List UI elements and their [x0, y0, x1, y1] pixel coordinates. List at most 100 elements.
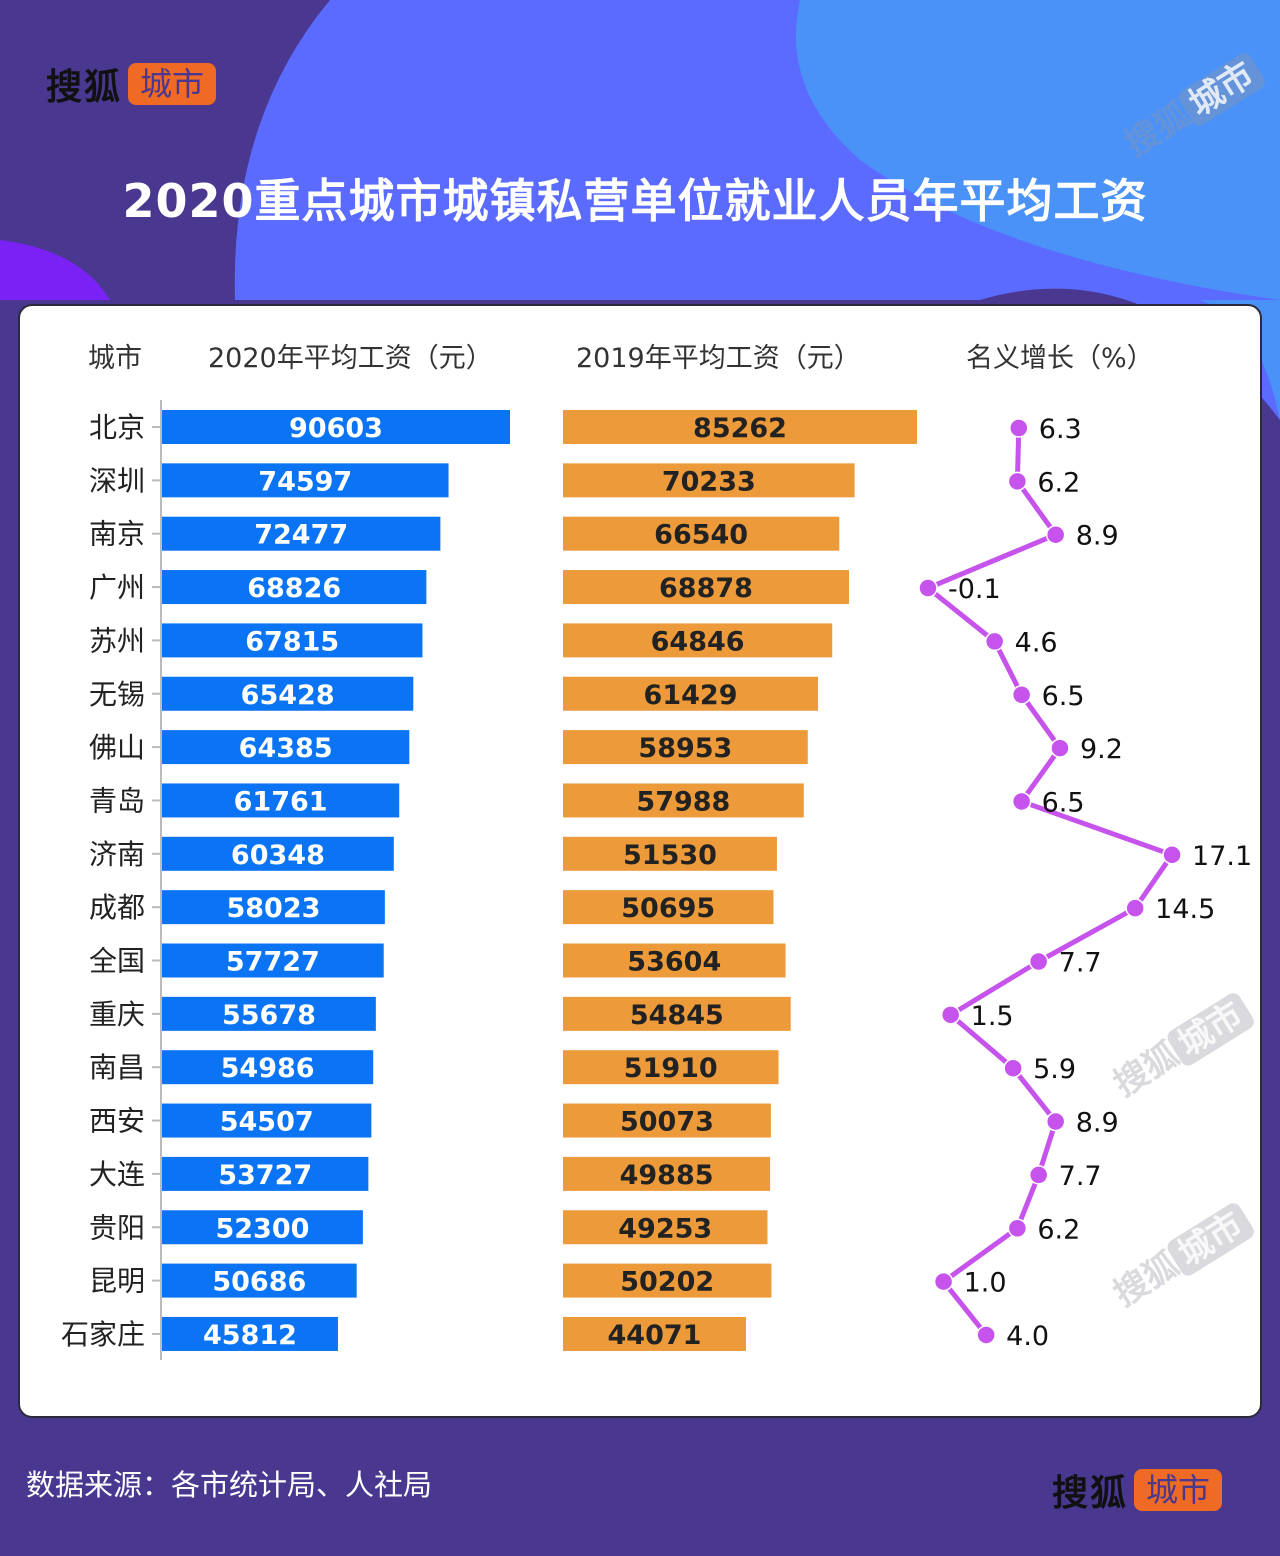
bar-2020 — [162, 1316, 338, 1351]
bar-2019 — [563, 463, 855, 498]
header-growth: 名义增长（%） — [966, 343, 1154, 374]
bar-2019-label: 49253 — [618, 1213, 712, 1244]
bar-2020-label: 57727 — [226, 947, 320, 978]
bar-2019-label: 50695 — [621, 893, 715, 924]
bar-2019 — [563, 1263, 772, 1298]
bar-2019-label: 68878 — [659, 573, 753, 604]
bar-2019-label: 57988 — [636, 786, 730, 817]
growth-line — [925, 427, 1175, 1337]
bar-2019-label: 44071 — [608, 1320, 702, 1351]
logo-brand: 搜狐 — [46, 66, 123, 108]
bar-2020-label: 53727 — [218, 1160, 312, 1191]
growth-point — [1011, 685, 1032, 705]
bar-2019 — [563, 783, 804, 818]
growth-point — [1009, 418, 1029, 438]
city-label: 重庆 — [89, 998, 145, 1031]
growth-point — [1007, 471, 1028, 492]
growth-point — [1007, 1218, 1028, 1238]
bar-2020 — [162, 463, 449, 498]
growth-label: 6.2 — [1037, 1214, 1080, 1245]
growth-label: 6.2 — [1037, 467, 1080, 498]
bar-2019-label: 61429 — [644, 680, 738, 711]
growth-label: 6.3 — [1039, 414, 1082, 445]
bar-2019-label: 50202 — [620, 1267, 714, 1298]
data-source: 数据来源：各市统计局、人社局 — [26, 1468, 433, 1502]
city-label: 大连 — [89, 1158, 145, 1191]
growth-label: 6.5 — [1042, 681, 1085, 712]
growth-label: 1.5 — [971, 1001, 1014, 1032]
growth-point — [933, 1271, 954, 1292]
bar-2020-label: 65428 — [241, 680, 335, 711]
growth-point — [940, 1005, 961, 1025]
bar-2019 — [563, 890, 774, 925]
logo-tag: 城市 — [128, 63, 217, 105]
bar-2019 — [563, 676, 819, 711]
sohu-city-logo: 搜狐 城市 — [46, 58, 217, 110]
growth-label: 7.7 — [1059, 948, 1102, 979]
bar-2020-label: 72477 — [254, 520, 348, 551]
growth-point — [1050, 738, 1070, 758]
bar-2020-label: 45812 — [203, 1320, 297, 1351]
bar-2020-label: 74597 — [258, 466, 352, 497]
bar-2020 — [162, 1050, 374, 1085]
growth-label: 4.0 — [1006, 1321, 1049, 1352]
city-label: 北京 — [89, 411, 145, 444]
bar-2020-label: 52300 — [215, 1213, 309, 1244]
bar-2020 — [162, 836, 394, 871]
bar-2019-label: 85262 — [693, 413, 787, 444]
bar-2019 — [563, 730, 808, 765]
city-label: 石家庄 — [61, 1318, 145, 1351]
city-label: 全国 — [89, 945, 145, 978]
bar-2019 — [563, 623, 833, 658]
city-label: 无锡 — [89, 678, 145, 711]
bar-2020 — [162, 783, 400, 818]
growth-label: 7.7 — [1059, 1161, 1102, 1192]
bar-2020-label: 50686 — [212, 1267, 306, 1298]
bar-2020 — [162, 730, 410, 765]
growth-point — [984, 631, 1005, 652]
bar-2019-label: 54845 — [630, 1000, 724, 1031]
city-label: 南京 — [89, 518, 145, 551]
growth-point — [1003, 1058, 1023, 1078]
bar-2019-label: 64846 — [651, 626, 745, 657]
bar-2020 — [162, 1156, 369, 1191]
bar-2019-label: 66540 — [654, 520, 748, 551]
bar-2020 — [162, 1103, 372, 1138]
growth-point — [976, 1325, 996, 1345]
bar-2020 — [162, 410, 510, 444]
city-label: 广州 — [89, 571, 145, 604]
bar-2020 — [162, 570, 427, 605]
growth-point — [1045, 1111, 1066, 1132]
growth-label: 4.6 — [1015, 627, 1058, 658]
growth-point — [1028, 951, 1049, 972]
city-label: 成都 — [89, 891, 145, 924]
bar-2019 — [563, 1316, 746, 1351]
bar-2020 — [162, 623, 423, 658]
growth-label: 9.2 — [1080, 734, 1123, 765]
growth-label: 6.5 — [1042, 787, 1085, 818]
bar-2019-label: 49885 — [620, 1160, 714, 1191]
city-label: 西安 — [89, 1105, 145, 1138]
city-label: 贵阳 — [89, 1211, 145, 1244]
growth-label: 17.1 — [1192, 841, 1252, 872]
bar-2020 — [162, 943, 384, 978]
bar-2020 — [162, 1263, 357, 1298]
bar-2019 — [563, 996, 791, 1031]
growth-label: 8.9 — [1076, 521, 1119, 552]
bar-2019-label: 50073 — [620, 1107, 714, 1138]
city-label: 济南 — [89, 838, 145, 871]
bar-2020 — [162, 516, 441, 551]
bar-2019 — [563, 836, 777, 871]
growth-label: 1.0 — [964, 1268, 1007, 1299]
bar-2019 — [563, 410, 917, 444]
bar-2020-label: 64385 — [239, 733, 333, 764]
bar-2019 — [563, 1156, 771, 1191]
bar-2019 — [563, 943, 786, 978]
city-label: 佛山 — [89, 731, 145, 764]
growth-point — [1125, 898, 1145, 918]
bar-2019-label: 58953 — [638, 733, 732, 764]
growth-label: 5.9 — [1033, 1054, 1076, 1085]
city-label: 苏州 — [89, 624, 145, 657]
bar-2020 — [162, 890, 385, 925]
